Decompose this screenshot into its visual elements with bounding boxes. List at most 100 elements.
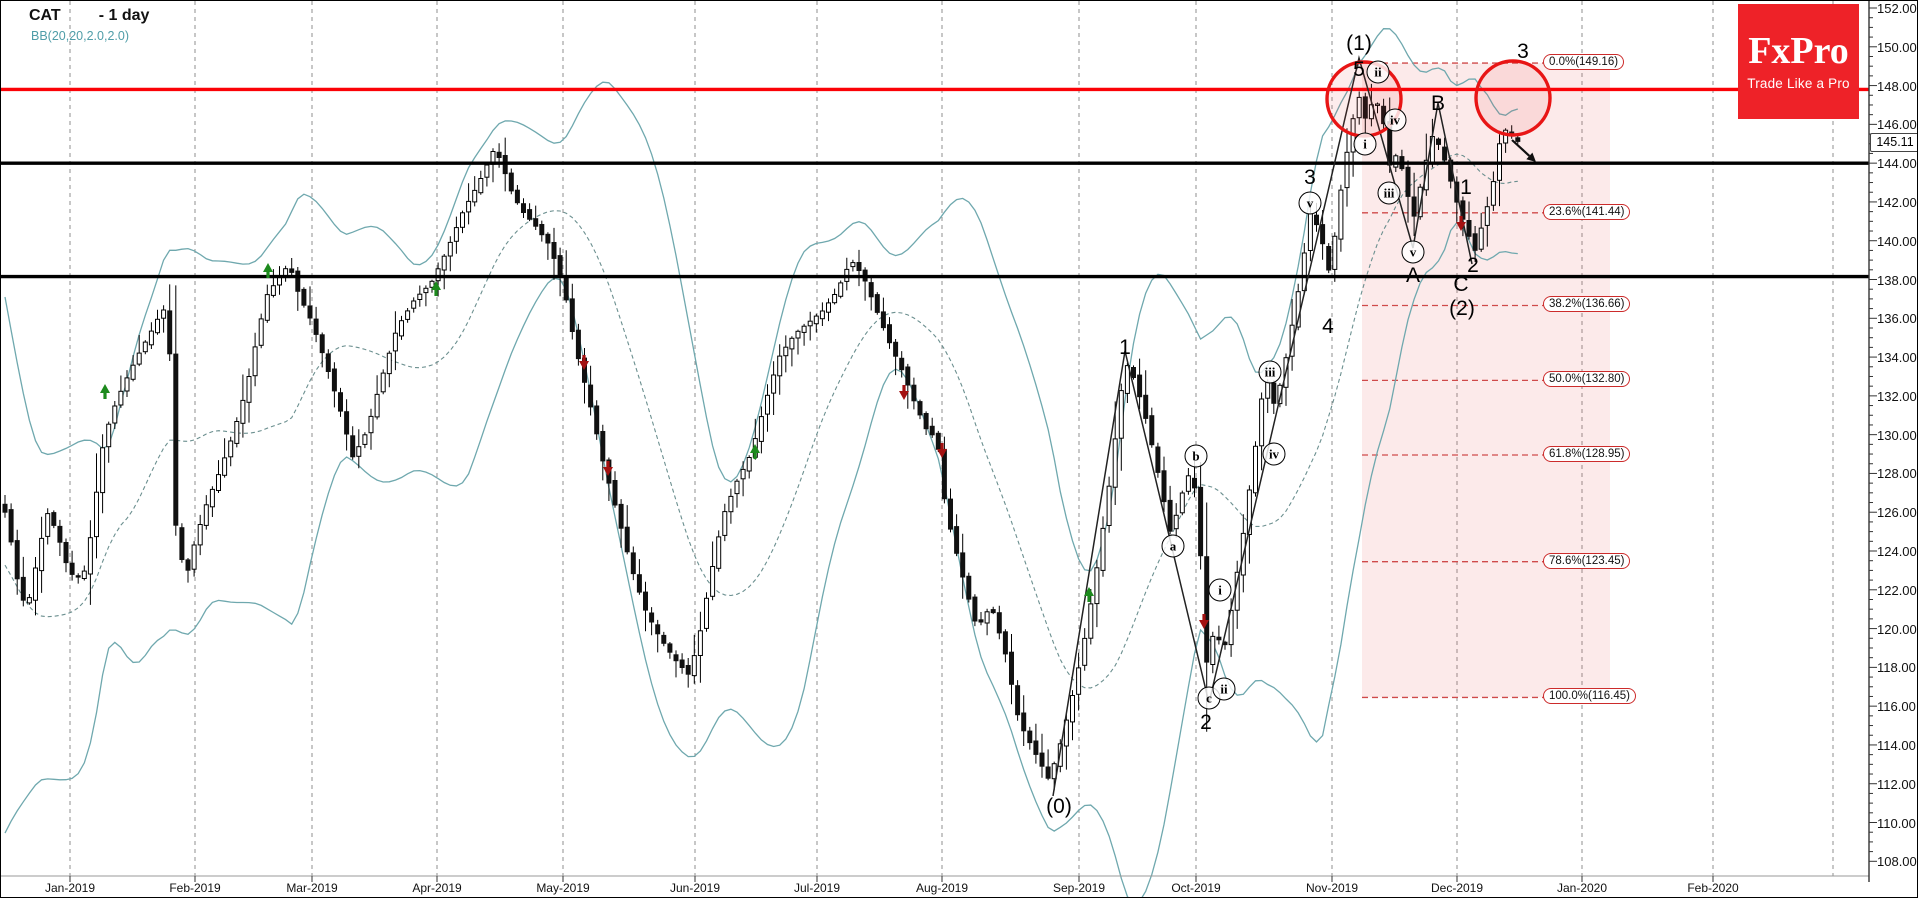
candle: [1246, 489, 1252, 535]
candle: [380, 372, 386, 393]
price-axis-label[interactable]: 152.00: [1877, 1, 1917, 16]
wave-label: i: [1353, 132, 1377, 156]
candle: [130, 364, 136, 380]
candle: [392, 332, 398, 352]
buy-arrow-icon: [750, 444, 760, 459]
time-axis-label[interactable]: Jan-2020: [1556, 881, 1608, 895]
candle: [338, 392, 343, 412]
time-axis-label[interactable]: Feb-2019: [169, 881, 221, 895]
candle: [838, 282, 844, 297]
time-axis-label[interactable]: Dec-2019: [1430, 881, 1484, 895]
candle: [258, 318, 264, 346]
candle: [1082, 637, 1088, 666]
candle: [783, 346, 789, 357]
candle: [209, 488, 215, 508]
time-axis-label[interactable]: Jul-2019: [793, 881, 841, 895]
current-price-tag: 145.11: [1870, 132, 1917, 152]
price-axis-label[interactable]: 134.00: [1877, 350, 1917, 366]
time-axis-label[interactable]: Nov-2019: [1305, 881, 1359, 895]
candle: [941, 448, 947, 500]
time-axis-label[interactable]: Jan-2019: [44, 881, 96, 895]
candle: [356, 446, 362, 457]
time-axis-label[interactable]: Oct-2019: [1171, 881, 1221, 895]
candle: [435, 268, 441, 282]
down-candles: [2, 96, 1521, 779]
wave-label: B: [1430, 92, 1446, 115]
price-axis-label[interactable]: 132.00: [1877, 388, 1917, 404]
time-axis-label[interactable]: Feb-2020: [1687, 881, 1739, 895]
candle: [1118, 390, 1124, 439]
candle: [508, 172, 514, 192]
candle: [569, 298, 575, 332]
candle: [984, 611, 990, 624]
price-axis-label[interactable]: 122.00: [1877, 582, 1917, 598]
price-axis-label[interactable]: 116.00: [1877, 699, 1916, 715]
price-axis-label[interactable]: 142.00: [1877, 194, 1917, 210]
candle: [155, 318, 160, 334]
candle: [1167, 499, 1173, 532]
price-axis-label[interactable]: 112.00: [1877, 776, 1916, 792]
candle: [972, 596, 978, 622]
candle: [252, 346, 258, 377]
candle: [545, 233, 551, 244]
candle: [1503, 129, 1509, 144]
candle: [514, 189, 520, 204]
candle: [20, 576, 26, 601]
time-axis-label[interactable]: Aug-2019: [915, 881, 969, 895]
wave-label: C: [1453, 273, 1469, 296]
price-axis-label[interactable]: 110.00: [1877, 815, 1916, 831]
candle: [1411, 196, 1417, 217]
candle: [758, 416, 764, 442]
price-axis-label[interactable]: 108.00: [1877, 854, 1917, 870]
candle: [1515, 137, 1521, 142]
price-axis-label[interactable]: 120.00: [1877, 621, 1917, 637]
candle: [460, 212, 465, 228]
time-axis-label[interactable]: Sep-2019: [1052, 881, 1106, 895]
price-axis-label[interactable]: 114.00: [1877, 737, 1916, 753]
price-axis-label[interactable]: 146.00: [1877, 117, 1917, 133]
price-axis-label[interactable]: 138.00: [1877, 272, 1917, 288]
price-axis-label[interactable]: 150.00: [1877, 39, 1917, 55]
candle: [636, 574, 642, 593]
candle: [1484, 206, 1490, 226]
price-axis-label[interactable]: 128.00: [1877, 466, 1917, 482]
price-axis-label[interactable]: 144.00: [1877, 156, 1917, 172]
candle: [826, 302, 831, 313]
candle: [1265, 381, 1271, 399]
candle: [1356, 96, 1362, 119]
time-axis-label[interactable]: May-2019: [536, 881, 590, 895]
candle: [929, 425, 935, 436]
time-axis-label[interactable]: Apr-2019: [412, 881, 462, 895]
candle: [649, 612, 655, 623]
candle: [917, 401, 923, 416]
candle: [161, 309, 167, 319]
wave-label: b: [1184, 444, 1208, 468]
price-axis-label[interactable]: 148.00: [1877, 78, 1917, 94]
candle: [1088, 603, 1094, 639]
candle: [1368, 104, 1374, 120]
fxpro-brand-text: FxPro: [1748, 30, 1849, 72]
candle: [771, 374, 777, 394]
wave-label: iv: [1383, 108, 1407, 132]
price-axis-label[interactable]: 118.00: [1877, 660, 1916, 676]
candle: [1094, 567, 1100, 605]
price-axis-label[interactable]: 124.00: [1877, 544, 1917, 559]
price-axis-label[interactable]: 140.00: [1877, 233, 1917, 249]
candle: [1344, 151, 1350, 189]
candle: [1137, 374, 1143, 398]
time-axis-label[interactable]: Mar-2019: [286, 881, 338, 895]
price-axis-label[interactable]: 126.00: [1877, 505, 1917, 521]
candle: [1070, 695, 1075, 723]
price-axis-label[interactable]: 136.00: [1877, 311, 1917, 327]
candle: [417, 293, 423, 301]
candle: [1210, 635, 1216, 666]
candle: [722, 511, 728, 536]
price-axis-label[interactable]: 130.00: [1877, 427, 1917, 443]
candle: [197, 524, 203, 546]
candle: [887, 324, 892, 344]
candle: [270, 285, 276, 296]
candle: [1021, 712, 1027, 732]
time-axis-label[interactable]: Jun-2019: [669, 881, 721, 895]
